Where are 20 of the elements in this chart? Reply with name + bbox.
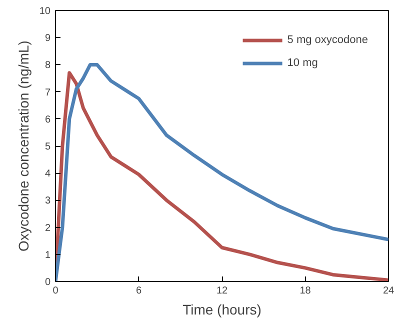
y-tick-label: 2 [44,222,51,234]
y-tick-label: 6 [44,114,51,126]
y-tick-label: 3 [44,196,51,207]
x-axis-title: Time (hours) [182,302,262,318]
legend-label: 5 mg oxycodone [287,34,368,46]
y-tick-label: 4 [44,168,51,180]
legend-label: 10 mg [287,57,318,69]
x-tick-label: 12 [216,286,228,296]
x-tick-label: 24 [382,286,394,296]
x-tick-label: 18 [300,286,312,296]
y-tick-label: 5 [44,142,51,152]
y-axis-title: Oxycodone concentration (ng/mL) [15,40,32,252]
x-tick-label: 6 [136,286,142,296]
y-tick-label: 10 [39,6,51,17]
y-tick-label: 0 [44,277,51,288]
x-tick-label: 0 [52,286,59,296]
y-tick-label: 1 [44,250,51,261]
y-tick-label: 8 [44,60,51,72]
y-tick-label: 7 [44,87,51,98]
y-tick-label: 9 [44,33,51,44]
